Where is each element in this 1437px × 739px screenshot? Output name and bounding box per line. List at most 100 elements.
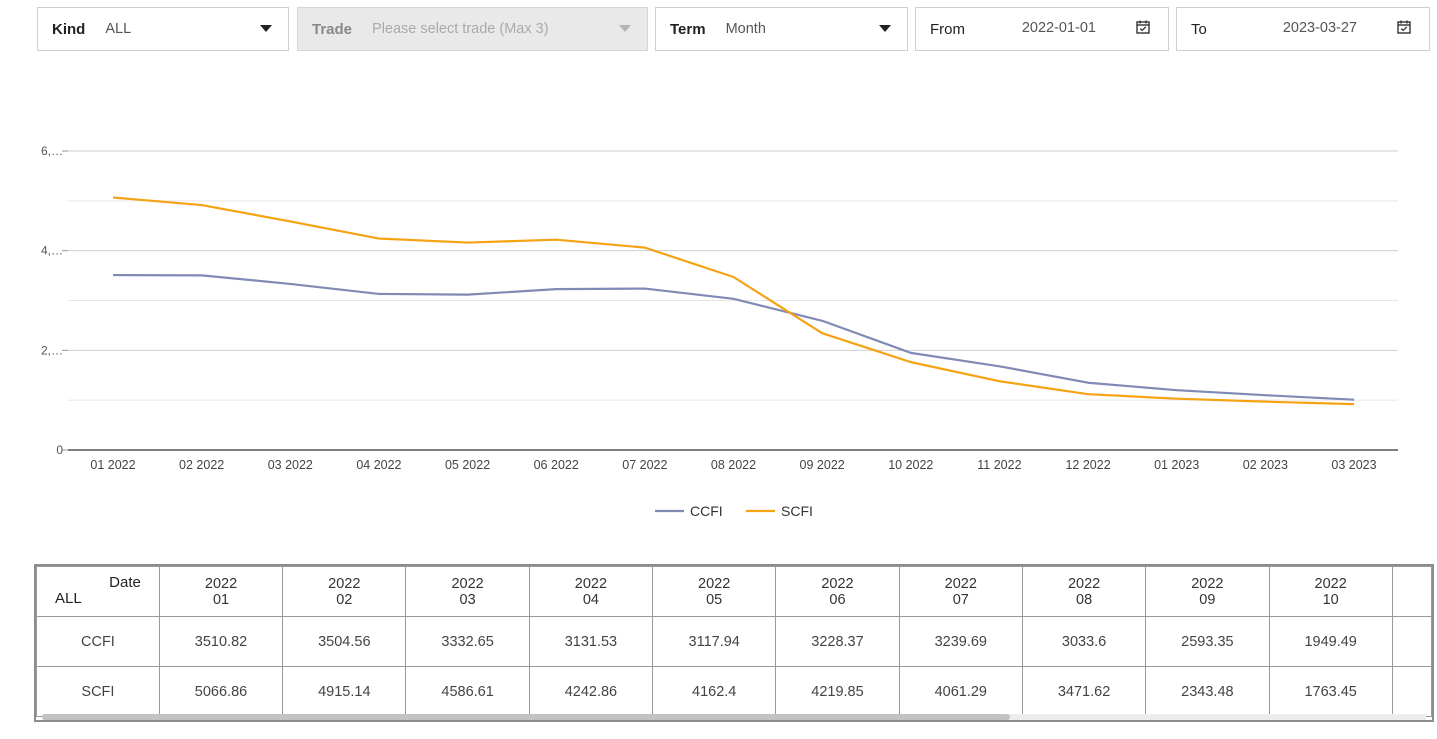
x-tick-label: 03 2022 [268,458,313,472]
table-cell: 3510.82 [158,616,284,667]
index-table: Date ALL 2022 01 2022 02 2022 03 2022 04 2022 05 202… [36,566,1432,717]
table-column-header: 2022 04 [528,566,654,617]
index-line-chart: 0 2,… 4,… 6,… 01 2022 02 2022 03 2022 04 2022 05… [41,144,1398,519]
table-cell: 3332.65 [405,616,530,667]
table-cell: 3117.94 [652,616,777,667]
legend-label-ccfi: CCFI [690,503,723,519]
x-tick-label: 01 2022 [90,458,135,472]
table-cell: 4061.29 [898,666,1023,717]
table-cell: 3239.69 [898,616,1023,667]
table-cell: 4162.4 [652,666,777,717]
x-tick-label: 02 2022 [179,458,224,472]
row-name: CCFI [36,616,160,667]
table-column-header: 2022 01 [158,566,284,617]
trade-select[interactable]: Trade Please select trade (Max 3) [297,7,648,51]
kind-value: ALL [105,21,132,37]
x-tick-label: 07 2022 [622,458,667,472]
chevron-down-icon [260,25,272,32]
x-tick-label: 11 2022 [977,458,1021,472]
term-select[interactable]: Term Month [655,7,908,51]
column-year: 2022 [1067,575,1101,592]
table-cell: 3033.6 [1021,616,1147,667]
table-column-header: 2022 07 [898,566,1023,617]
column-month: 01 [212,591,230,608]
table-cell: 3504.56 [282,616,407,667]
table-cell-partial [1391,616,1432,667]
column-month: 08 [1076,591,1093,608]
table-cell: 3131.53 [528,616,654,667]
chevron-down-icon [619,25,631,32]
column-month: 05 [706,591,723,608]
corner-kind-label: ALL [55,590,82,607]
table-column-header: 2022 05 [652,566,777,617]
column-month: 03 [459,591,476,608]
term-label: Term [670,20,706,38]
to-value: 2023-03-27 [1282,20,1357,36]
table-cell: 1949.49 [1268,616,1393,667]
horizontal-scrollbar[interactable] [42,714,1426,720]
calendar-icon[interactable] [1397,20,1411,34]
chevron-down-icon [879,25,891,32]
row-name: SCFI [36,666,160,717]
table-cell: 2593.35 [1145,616,1270,667]
table-body: CCFI 3510.82 3504.56 3332.65 3131.53 3117.94 3… [36,616,1432,717]
table-corner-header: Date ALL [36,566,160,617]
y-tick-label: 4,… [41,244,63,258]
table-cell: 3471.62 [1021,666,1147,717]
y-tick-label: 6,… [41,144,63,158]
table-column-header: 2022 03 [405,566,530,617]
column-month: 09 [1199,591,1216,608]
kind-select[interactable]: Kind ALL [37,7,289,51]
from-label: From [930,20,965,38]
series-line-ccfi [112,273,1355,401]
table-cell: 5066.86 [158,666,284,717]
legend-label-scfi: SCFI [781,503,813,519]
column-year: 2022 [698,575,731,592]
column-year: 2022 [821,575,854,592]
x-tick-label: 04 2022 [356,458,401,472]
column-month: 07 [952,591,969,608]
from-value: 2022-01-01 [1021,20,1096,36]
x-tick-label: 09 2022 [800,458,845,472]
column-month: 02 [336,591,353,608]
trade-label: Trade [312,20,353,38]
table-header-row: Date ALL 2022 01 2022 02 2022 03 2022 04 2022 05 202… [36,566,1432,617]
kind-label: Kind [52,20,86,38]
table-column-header-partial [1391,566,1432,617]
term-value: Month [725,21,766,37]
x-tick-label: 02 2023 [1243,458,1288,472]
table-column-header: 2022 08 [1021,566,1147,617]
table-cell: 2343.48 [1145,666,1270,717]
calendar-icon[interactable] [1136,20,1150,34]
x-tick-label: 08 2022 [711,458,756,472]
x-tick-label: 03 2023 [1331,458,1376,472]
table-row: SCFI 5066.86 4915.14 4586.61 4242.86 4162.4 42… [36,666,1432,717]
series-line-scfi [112,196,1355,406]
to-date-field[interactable]: To 2023-03-27 [1176,7,1430,51]
column-year: 2022 [328,575,361,592]
x-tick-label: 01 2023 [1154,458,1199,472]
column-year: 2022 [1314,575,1347,592]
table-column-header: 2022 10 [1268,566,1393,617]
column-month: 10 [1322,591,1339,608]
column-year: 2022 [574,575,608,592]
table-column-header: 2022 06 [775,566,900,617]
y-tick-label: 0 [56,443,63,457]
column-month: 04 [582,591,599,608]
table-cell-partial [1391,666,1432,717]
column-year: 2022 [451,575,484,592]
x-tick-label: 10 2022 [888,458,933,472]
table-column-header: 2022 02 [282,566,407,617]
table-column-header: 2022 09 [1145,566,1270,617]
data-table: Date ALL 2022 01 2022 02 2022 03 2022 04 2022 05 202… [34,564,1434,722]
column-month: 06 [829,591,846,608]
from-date-field[interactable]: From 2022-01-01 [915,7,1169,51]
table-cell: 4219.85 [775,666,900,717]
column-year: 2022 [204,575,238,592]
table-cell: 3228.37 [775,616,900,667]
x-tick-label: 05 2022 [445,458,490,472]
scrollbar-thumb[interactable] [42,714,1010,720]
table-cell: 4586.61 [405,666,530,717]
x-tick-label: 12 2022 [1065,458,1110,472]
table-cell: 4242.86 [528,666,654,717]
